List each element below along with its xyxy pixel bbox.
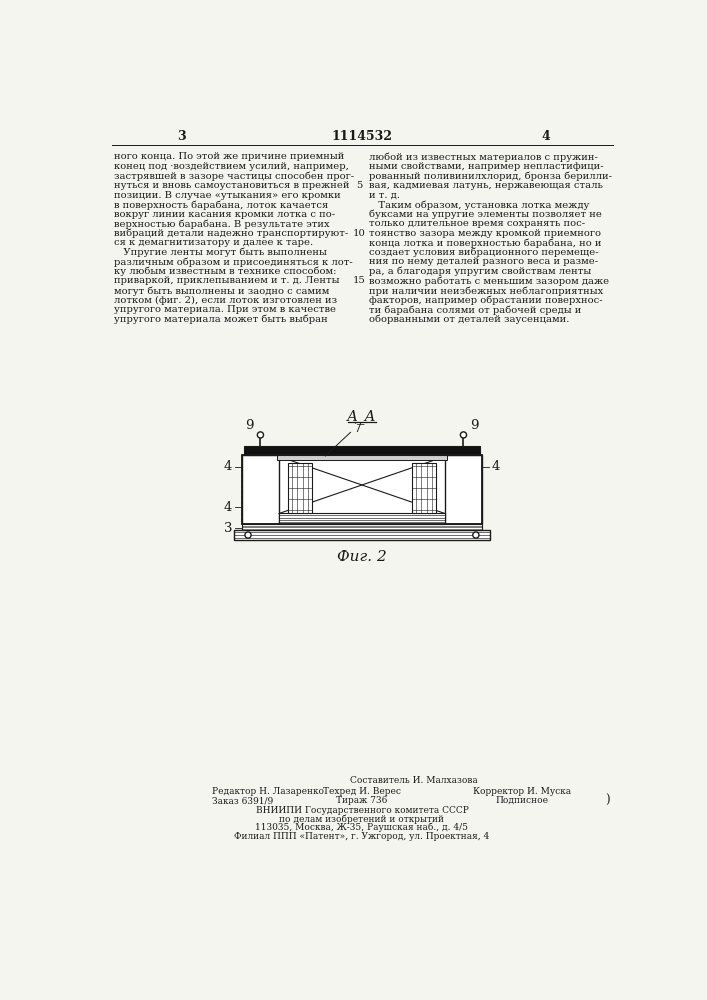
Text: 3: 3 [223, 522, 232, 535]
Text: 4: 4 [492, 460, 501, 473]
Circle shape [473, 532, 479, 538]
Bar [445, 455, 482, 524]
Text: позиции. В случае «утыкания» его кромки: позиции. В случае «утыкания» его кромки [114, 191, 341, 200]
Bar [234, 530, 490, 540]
Circle shape [257, 432, 264, 438]
Text: различным образом и присоединяться к лот-: различным образом и присоединяться к лот… [114, 257, 353, 267]
Text: буксами на упругие элементы позволяет не: буксами на упругие элементы позволяет не [369, 210, 602, 219]
Text: конца лотка и поверхностью барабана, но и: конца лотка и поверхностью барабана, но … [369, 238, 602, 248]
Bar [242, 455, 279, 524]
Bar [288, 463, 312, 513]
Circle shape [245, 532, 251, 538]
Text: Упругие ленты могут быть выполнены: Упругие ленты могут быть выполнены [114, 248, 327, 257]
Text: 7: 7 [354, 422, 363, 435]
Text: только длительное время сохранять пос-: только длительное время сохранять пос- [369, 219, 585, 228]
Text: Подписное: Подписное [496, 796, 549, 805]
Text: 5: 5 [356, 181, 363, 190]
Text: Филиал ППП «Патент», г. Ужгород, ул. Проектная, 4: Филиал ППП «Патент», г. Ужгород, ул. Про… [234, 832, 489, 841]
Text: Корректор И. Муска: Корректор И. Муска [473, 787, 571, 796]
Text: Составитель И. Малхазова: Составитель И. Малхазова [350, 776, 478, 785]
Text: ку любым известным в технике способом:: ку любым известным в технике способом: [114, 267, 337, 276]
Text: приваркой, приклепыванием и т. д. Ленты: приваркой, приклепыванием и т. д. Ленты [114, 276, 339, 285]
Text: 10: 10 [354, 229, 366, 238]
Bar [244, 446, 480, 455]
Text: ния по нему деталей разного веса и разме-: ния по нему деталей разного веса и разме… [369, 257, 598, 266]
Text: ): ) [605, 794, 610, 807]
Text: создает условия вибрационного перемеще-: создает условия вибрационного перемеще- [369, 248, 599, 257]
Text: 4: 4 [542, 130, 550, 143]
Text: Техред И. Верес: Техред И. Верес [323, 787, 401, 796]
Text: 1114532: 1114532 [332, 130, 392, 143]
Text: лотком (фиг. 2), если лоток изготовлен из: лотком (фиг. 2), если лоток изготовлен и… [114, 296, 337, 305]
Text: 113035, Москва, Ж-35, Раушская наб., д. 4/5: 113035, Москва, Ж-35, Раушская наб., д. … [255, 823, 469, 832]
Text: оборванными от деталей заусенцами.: оборванными от деталей заусенцами. [369, 315, 569, 324]
Text: упругого материала может быть выбран: упругого материала может быть выбран [114, 315, 328, 324]
Text: и т. д.: и т. д. [369, 191, 399, 200]
Bar [279, 513, 445, 524]
Text: конец под ·воздействием усилий, например,: конец под ·воздействием усилий, например… [114, 162, 349, 171]
Bar [279, 455, 445, 524]
Bar [242, 455, 482, 524]
Text: возможно работать с меньшим зазором даже: возможно работать с меньшим зазором даже [369, 276, 609, 286]
Text: ра, а благодаря упругим свойствам ленты: ра, а благодаря упругим свойствам ленты [369, 267, 591, 276]
Text: в поверхность барабана, лоток качается: в поверхность барабана, лоток качается [114, 200, 328, 210]
Text: по делам изобретений и открытий: по делам изобретений и открытий [279, 814, 445, 824]
Bar [242, 524, 482, 530]
Text: факторов, например обрастании поверхнос-: факторов, например обрастании поверхнос- [369, 296, 602, 305]
Text: Редактор Н. Лазаренко: Редактор Н. Лазаренко [212, 787, 325, 796]
Text: при наличии неизбежных неблагоприятных: при наличии неизбежных неблагоприятных [369, 286, 603, 296]
Bar [412, 463, 436, 513]
Text: вибраций детали надежно транспортируют-: вибраций детали надежно транспортируют- [114, 229, 349, 238]
Text: любой из известных материалов с пружин-: любой из известных материалов с пружин- [369, 152, 598, 162]
Text: Таким образом, установка лотка между: Таким образом, установка лотка между [369, 200, 590, 210]
Text: вокруг линии касания кромки лотка с по-: вокруг линии касания кромки лотка с по- [114, 210, 335, 219]
Text: ВНИИПИ Государственного комитета СССР: ВНИИПИ Государственного комитета СССР [255, 806, 469, 815]
Text: могут быть выполнены и заодно с самим: могут быть выполнены и заодно с самим [114, 286, 329, 296]
Text: нуться и вновь самоустановиться в прежней: нуться и вновь самоустановиться в прежне… [114, 181, 349, 190]
Text: рованный поливинилхлорид, бронза берилли-: рованный поливинилхлорид, бронза берилли… [369, 171, 612, 181]
Text: Фиг. 2: Фиг. 2 [337, 550, 387, 564]
Circle shape [460, 432, 467, 438]
Text: 4: 4 [223, 460, 232, 473]
Text: тоянство зазора между кромкой приемного: тоянство зазора между кромкой приемного [369, 229, 601, 238]
Text: ного конца. По этой же причине приемный: ного конца. По этой же причине приемный [114, 152, 344, 161]
Text: ными свойствами, например непластифици-: ными свойствами, например непластифици- [369, 162, 604, 171]
Text: 3: 3 [177, 130, 186, 143]
Text: ся к демагнитизатору и далее к таре.: ся к демагнитизатору и далее к таре. [114, 238, 313, 247]
Text: верхностью барабана. В результате этих: верхностью барабана. В результате этих [114, 219, 329, 229]
Text: А_А: А_А [347, 409, 377, 424]
Text: Тираж 736: Тираж 736 [337, 796, 387, 805]
Text: 4: 4 [223, 501, 232, 514]
Text: застрявшей в зазоре частицы способен прог-: застрявшей в зазоре частицы способен про… [114, 171, 354, 181]
Text: 15: 15 [354, 276, 366, 285]
Text: вая, кадмиевая латунь, нержавеющая сталь: вая, кадмиевая латунь, нержавеющая сталь [369, 181, 603, 190]
Text: Заказ 6391/9: Заказ 6391/9 [212, 796, 274, 805]
Text: 9: 9 [470, 419, 479, 432]
Text: ти барабана солями от рабочей среды и: ти барабана солями от рабочей среды и [369, 305, 581, 315]
Bar [276, 455, 448, 460]
Text: упругого материала. При этом в качестве: упругого материала. При этом в качестве [114, 305, 336, 314]
Text: 9: 9 [245, 419, 254, 432]
